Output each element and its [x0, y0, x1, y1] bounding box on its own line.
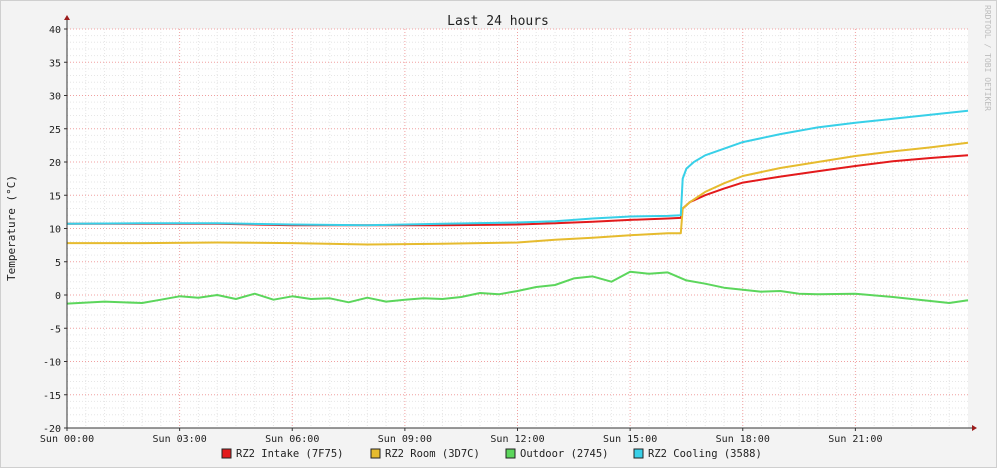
y-tick-label: 35 [49, 58, 61, 69]
legend-item: RZ2 Intake (7F75) [221, 448, 343, 460]
y-axis-label: Temperature (°C) [5, 175, 18, 281]
y-tick-label: 10 [49, 225, 61, 236]
series-line-3 [66, 109, 969, 227]
legend-item: Outdoor (2745) [505, 448, 609, 460]
series-line-1 [67, 141, 969, 246]
x-tick-label: Sun 15:00 [603, 434, 657, 445]
legend-swatch [370, 448, 381, 459]
legend-item: RZ2 Room (3D7C) [370, 448, 480, 460]
x-tick-label: Sun 18:00 [716, 434, 770, 445]
chart-title: Last 24 hours [447, 14, 549, 29]
y-tick-label: 5 [55, 258, 61, 269]
x-tick-label: Sun 21:00 [828, 434, 882, 445]
x-tick-label: Sun 09:00 [378, 434, 432, 445]
watermark: RRDTOOL / TOBI OETIKER [983, 5, 992, 111]
legend-label: Outdoor (2745) [520, 448, 609, 460]
y-tick-label: -5 [49, 324, 61, 335]
y-axis-arrow [64, 15, 70, 20]
x-tick-label: Sun 12:00 [490, 434, 544, 445]
legend-swatch [221, 448, 232, 459]
legend-swatch [505, 448, 516, 459]
y-tick-label: 40 [49, 25, 61, 36]
y-tick-label: -20 [43, 424, 61, 435]
axes [64, 15, 977, 431]
y-tick-label: -15 [43, 391, 61, 402]
y-tick-label: 30 [49, 92, 61, 103]
y-tick-label: 25 [49, 125, 61, 136]
x-tick-label: Sun 03:00 [153, 434, 207, 445]
x-tick-label: Sun 06:00 [265, 434, 319, 445]
legend-label: RZ2 Cooling (3588) [648, 448, 762, 460]
x-axis-arrow [972, 425, 977, 431]
legend-label: RZ2 Room (3D7C) [385, 448, 480, 460]
y-tick-label: 0 [55, 291, 61, 302]
y-tick-labels: 40 35 30 25 20 15 10 5 0 -5 -10 -15 -20 [43, 25, 61, 435]
legend-label: RZ2 Intake (7F75) [236, 448, 343, 460]
series-lines [66, 109, 969, 305]
y-tick-label: 20 [49, 158, 61, 169]
legend-item: RZ2 Cooling (3588) [633, 448, 762, 460]
y-tick-label: -10 [43, 358, 61, 369]
series-line-2 [66, 270, 969, 305]
legend-swatch [633, 448, 644, 459]
legend: RZ2 Intake (7F75) RZ2 Room (3D7C) Outdoor … [221, 448, 762, 460]
x-tick-labels: Sun 00:00 Sun 03:00 Sun 06:00 Sun 09:00 Sun … [40, 434, 883, 445]
y-tick-label: 15 [49, 191, 61, 202]
x-tick-label: Sun 00:00 [40, 434, 94, 445]
grid [66, 28, 968, 429]
